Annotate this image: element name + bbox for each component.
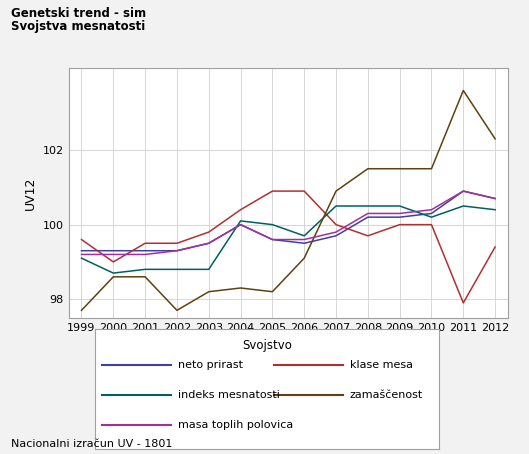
Text: zamaščenost: zamaščenost [350,390,423,400]
Text: indeks mesnatosti: indeks mesnatosti [178,390,280,400]
Text: masa toplih polovica: masa toplih polovica [178,420,293,430]
Text: Svojstvo: Svojstvo [242,339,292,352]
X-axis label: Godina rođenja: Godina rođenja [240,338,336,351]
Text: Svojstva mesnatosti: Svojstva mesnatosti [11,20,145,34]
Text: Genetski trend - sim: Genetski trend - sim [11,7,145,20]
Y-axis label: UV12: UV12 [24,176,37,210]
Text: neto prirast: neto prirast [178,360,243,370]
Text: klase mesa: klase mesa [350,360,413,370]
Text: Nacionalni izračun UV - 1801: Nacionalni izračun UV - 1801 [11,439,172,449]
